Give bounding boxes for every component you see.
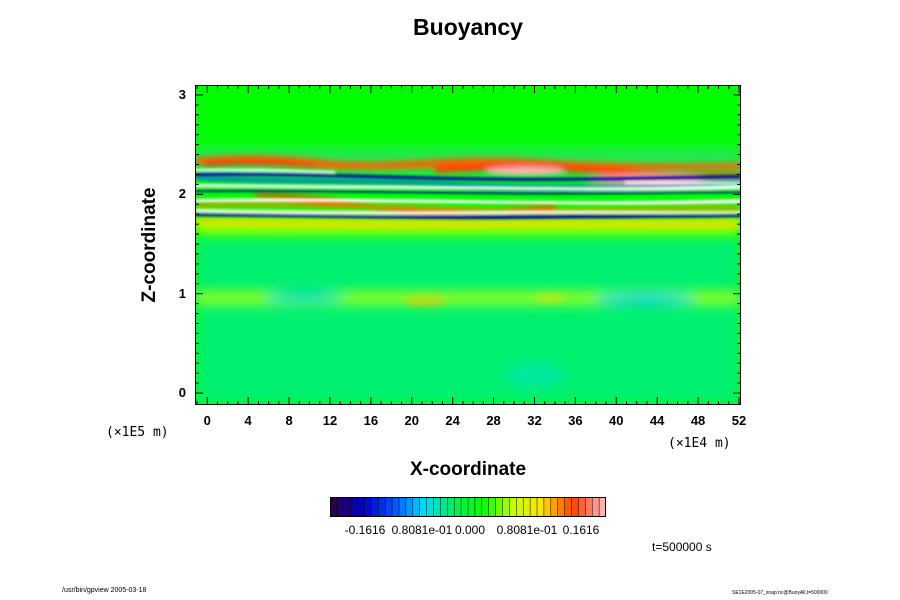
colorbar-cell — [571, 496, 579, 518]
interfaces — [195, 168, 741, 219]
colorbar-cell — [543, 496, 552, 518]
x-tick-label: 40 — [609, 413, 624, 428]
colorbar-cell — [405, 496, 414, 518]
colorbar-cell — [509, 496, 517, 518]
x-tick-label: 20 — [404, 413, 419, 428]
x-tick-label: 48 — [690, 413, 706, 428]
colorbar-cell — [481, 496, 490, 518]
colorbar-cell — [412, 496, 421, 518]
colorbar-cell — [550, 496, 559, 518]
colorbar-cell — [391, 496, 400, 518]
x-axis-label: X-coordinate — [409, 459, 527, 480]
colorbar-cell — [460, 496, 469, 518]
colorbar-cell — [529, 496, 538, 518]
colorbar-cell — [357, 496, 366, 518]
colorbar-cell — [350, 496, 359, 518]
colorbar-cell — [585, 496, 593, 518]
x-tick-label: 24 — [445, 413, 460, 428]
colorbar-svg — [329, 496, 607, 518]
colorbar-cell — [453, 496, 462, 518]
colorbar-cell — [516, 496, 524, 518]
colorbar-cell — [598, 496, 607, 518]
y-axis-label: Z-coordinate — [139, 187, 160, 303]
y-tick-label: 1 — [178, 285, 186, 301]
x-tick-label: 52 — [731, 413, 747, 428]
x-tick-label: 0 — [203, 413, 211, 428]
colorbar-label: 0.1616 — [562, 523, 600, 537]
x-tick-label: 8 — [285, 413, 293, 428]
y-tick-label: 0 — [178, 385, 186, 401]
y-tick-label: 2 — [178, 186, 186, 202]
colorbar-cell — [488, 496, 497, 518]
colorbar-cell — [495, 496, 504, 518]
colorbar-cell — [378, 496, 386, 518]
y-axis-unit: (×1E5 m) — [106, 425, 169, 440]
chart-title: Buoyancy — [413, 14, 523, 40]
plot-frame — [195, 85, 741, 405]
x-tick-label: 28 — [486, 413, 501, 428]
colorbar-cell — [502, 496, 510, 518]
colorbar-cell — [384, 496, 393, 518]
colorbar-cell — [578, 496, 586, 518]
lower-layer — [195, 235, 741, 405]
colorbar-cell — [557, 496, 566, 518]
colorbar-cell — [364, 496, 372, 518]
colorbar-cell — [467, 496, 476, 518]
colorbar-cell — [536, 496, 545, 518]
x-tick-label: 44 — [649, 413, 665, 428]
colorbar-cell — [329, 496, 338, 518]
x-tick-label: 12 — [322, 413, 338, 428]
lower-band — [195, 291, 741, 387]
x-axis-unit: (×1E4 m) — [668, 436, 731, 451]
colorbar-cell — [474, 496, 483, 518]
colorbar-cell — [336, 496, 345, 518]
colorbar-cell — [591, 496, 600, 518]
colorbar-frame — [330, 497, 606, 517]
colorbar-cell — [426, 496, 435, 518]
colorbar-cell — [522, 496, 531, 518]
colorbar-label: 0.8081e-01 — [391, 523, 453, 537]
x-tick-label: 32 — [527, 413, 542, 428]
time-label: t=500000 s — [652, 540, 712, 554]
x-tick-label: 4 — [244, 413, 252, 428]
colorbar-cell — [343, 496, 352, 518]
colorbar-cell — [440, 496, 448, 518]
footer-right: SE1E2005-07_snap.nc@BuoyAll,t=500000 — [732, 590, 828, 596]
colorbar-cell — [398, 496, 407, 518]
x-tick-label: 36 — [568, 413, 583, 428]
colorbar — [329, 496, 607, 518]
heatmap-svg — [195, 85, 741, 405]
colorbar-label: 0.000 — [454, 523, 486, 537]
footer-left: /usr/bin/gpview 2005-03-18 — [62, 587, 147, 594]
y-tick-label: 3 — [178, 86, 186, 102]
colorbar-label: 0.8081e-01 — [496, 523, 558, 537]
colorbar-label: -0.1616 — [344, 523, 386, 537]
plot-area — [195, 85, 741, 405]
colorbar-cell — [419, 496, 428, 518]
colorbar-cell — [447, 496, 455, 518]
colorbar-cell — [371, 496, 379, 518]
colorbar-cell — [564, 496, 573, 518]
colorbar-cell — [433, 496, 441, 518]
x-tick-label: 16 — [363, 413, 379, 428]
